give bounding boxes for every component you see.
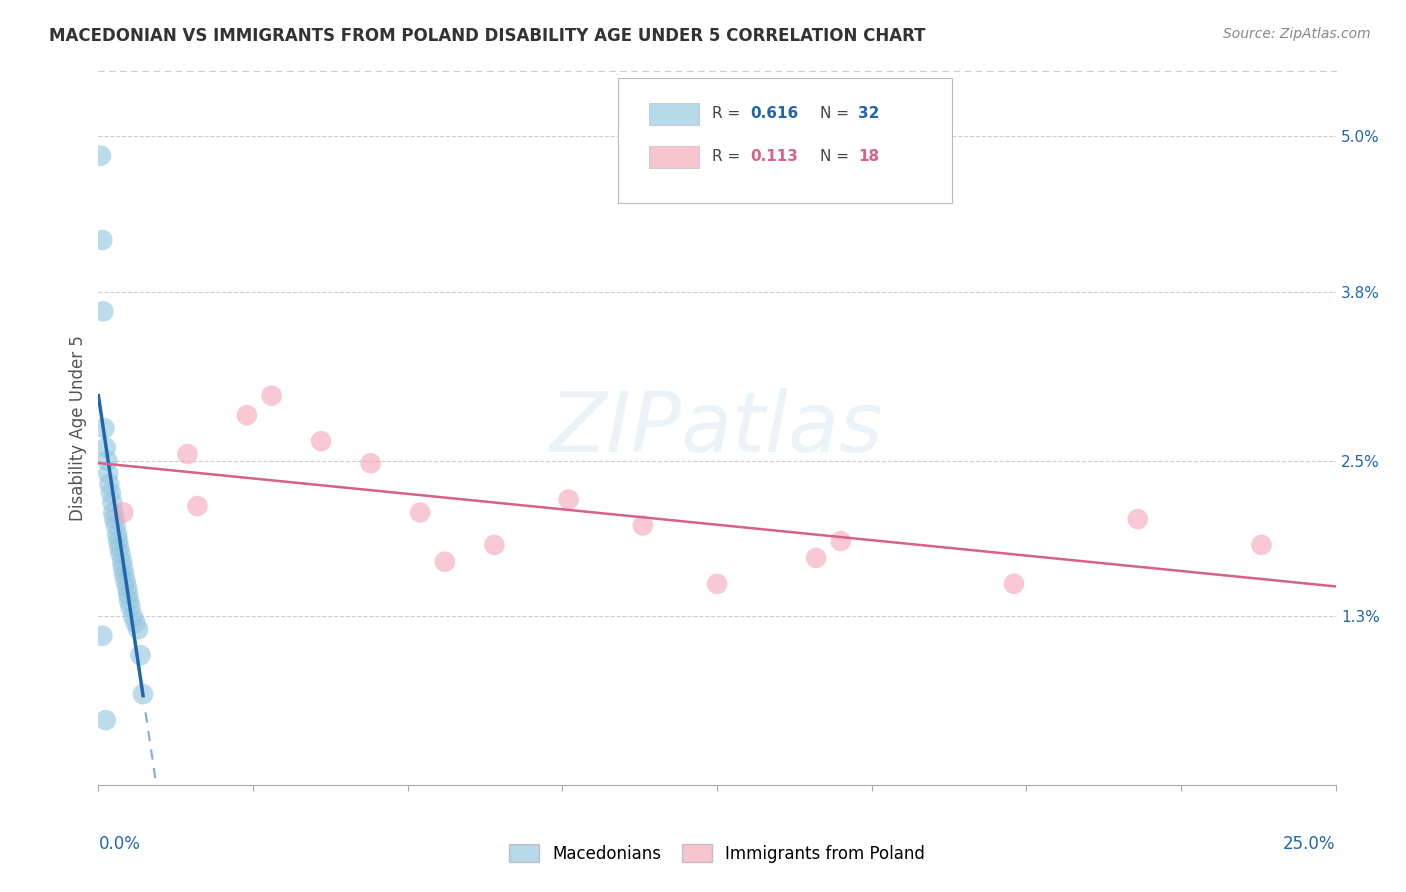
Point [94, 441, 117, 455]
Point [186, 499, 208, 513]
Text: ZIPatlas: ZIPatlas [550, 388, 884, 468]
Point [112, 506, 135, 520]
FancyBboxPatch shape [619, 78, 952, 203]
Point [114, 574, 136, 589]
Point [118, 593, 141, 607]
Point [1002, 577, 1025, 591]
Point [105, 527, 128, 541]
Point [115, 581, 138, 595]
Point [830, 534, 852, 549]
Point [93, 421, 115, 435]
Point [1126, 512, 1149, 526]
Point [309, 434, 332, 449]
Point [112, 561, 135, 575]
Point [124, 615, 146, 630]
Point [236, 408, 259, 422]
Text: R =: R = [711, 106, 745, 121]
Point [110, 547, 132, 561]
Point [122, 609, 145, 624]
Point [260, 389, 283, 403]
Point [631, 518, 654, 533]
Text: N =: N = [820, 149, 853, 164]
Point [107, 534, 129, 549]
Point [484, 538, 506, 552]
Point [433, 555, 456, 569]
Text: 0.113: 0.113 [751, 149, 799, 164]
Point [1250, 538, 1272, 552]
Point [97, 467, 120, 481]
Point [103, 506, 125, 520]
Point [91, 629, 114, 643]
Legend: Macedonians, Immigrants from Poland: Macedonians, Immigrants from Poland [502, 838, 932, 870]
Point [804, 550, 827, 565]
Text: 18: 18 [858, 149, 879, 164]
Point [93, 304, 115, 318]
Point [706, 577, 728, 591]
Point [176, 447, 198, 461]
Text: 25.0%: 25.0% [1284, 835, 1336, 853]
Point [94, 713, 117, 727]
Point [112, 567, 135, 582]
Point [117, 587, 139, 601]
Text: 0.0%: 0.0% [98, 835, 141, 853]
FancyBboxPatch shape [650, 146, 699, 168]
Point [101, 495, 124, 509]
Point [111, 555, 134, 569]
Point [129, 648, 152, 663]
Point [104, 518, 127, 533]
Text: Source: ZipAtlas.com: Source: ZipAtlas.com [1223, 27, 1371, 41]
Point [132, 687, 155, 701]
Text: MACEDONIAN VS IMMIGRANTS FROM POLAND DISABILITY AGE UNDER 5 CORRELATION CHART: MACEDONIAN VS IMMIGRANTS FROM POLAND DIS… [49, 27, 925, 45]
Point [91, 233, 114, 247]
Point [360, 456, 382, 470]
Point [98, 477, 121, 491]
Text: 0.616: 0.616 [751, 106, 799, 121]
Point [120, 600, 142, 615]
Text: 32: 32 [858, 106, 880, 121]
Point [108, 541, 131, 555]
Point [409, 506, 432, 520]
Point [103, 512, 125, 526]
Point [557, 492, 579, 507]
Point [90, 149, 112, 163]
Point [96, 453, 118, 467]
Text: N =: N = [820, 106, 853, 121]
Point [100, 486, 122, 500]
Text: R =: R = [711, 149, 745, 164]
FancyBboxPatch shape [650, 103, 699, 125]
Y-axis label: Disability Age Under 5: Disability Age Under 5 [69, 335, 87, 521]
Point [127, 622, 149, 636]
